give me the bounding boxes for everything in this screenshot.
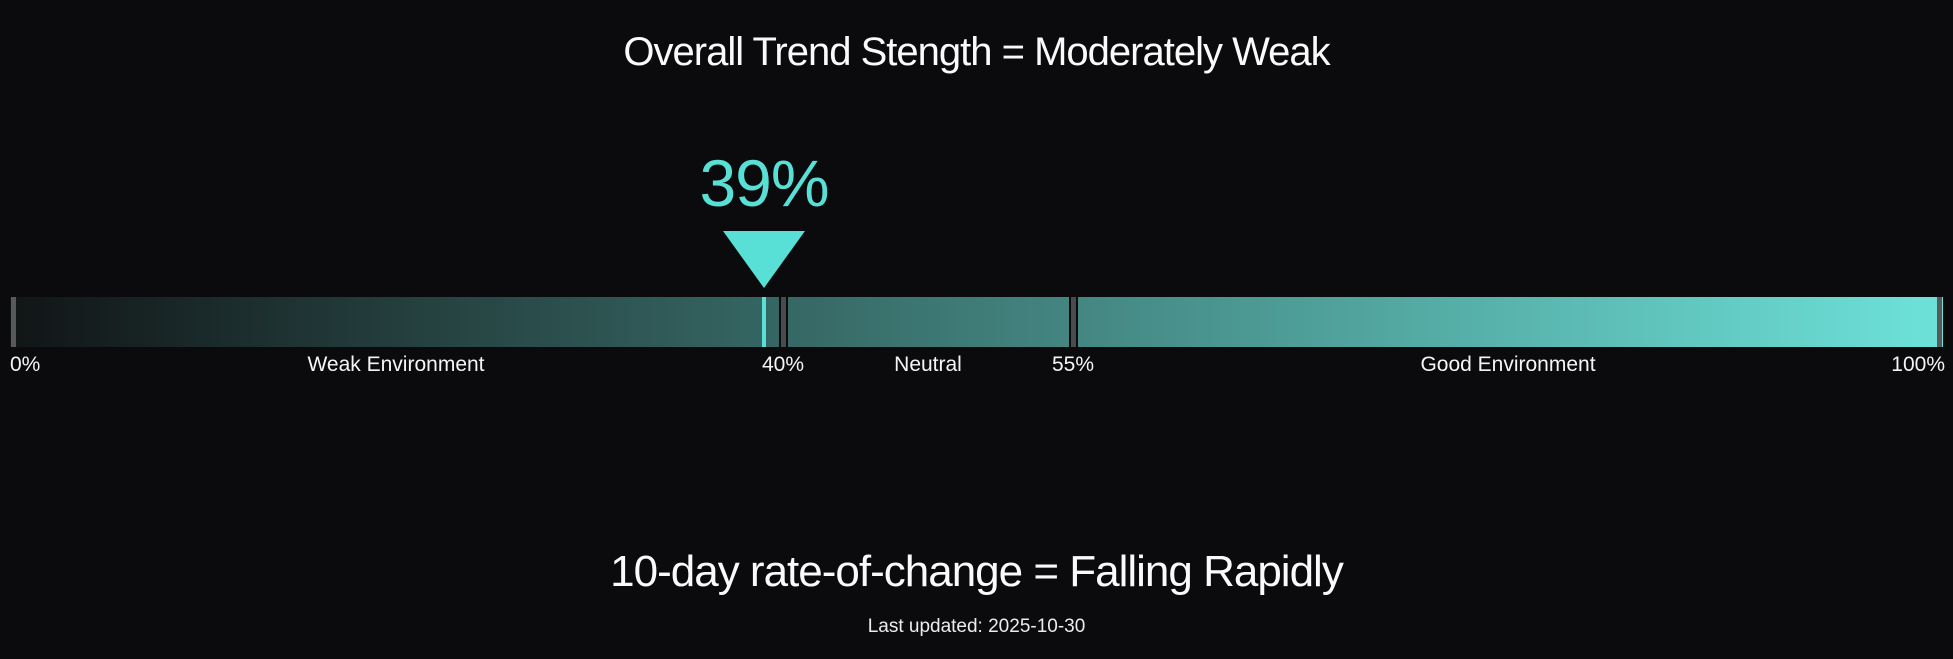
down-triangle-pointer-icon — [723, 231, 805, 288]
bar-end-tick — [1937, 297, 1942, 347]
gauge-bar — [10, 297, 1943, 347]
axis-label-40pct: 40% — [761, 353, 805, 376]
rate-of-change-heading: 10-day rate-of-change = Falling Rapidly — [610, 547, 1344, 596]
axis-label-0pct: 0% — [10, 353, 41, 376]
threshold-tick-40 — [779, 297, 789, 347]
last-updated-text: Last updated: 2025-10-30 — [867, 616, 1086, 637]
axis-label-neutral: Neutral — [894, 353, 962, 376]
axis-label-weak-environment: Weak Environment — [307, 353, 485, 376]
bar-start-tick — [11, 297, 16, 347]
axis-label-100pct: 100% — [1891, 353, 1945, 376]
threshold-tick-55 — [1069, 297, 1079, 347]
gauge-current-value: 39% — [699, 146, 829, 220]
page-title: Overall Trend Stength = Moderately Weak — [623, 30, 1330, 74]
axis-label-55pct: 55% — [1051, 353, 1095, 376]
current-value-marker — [761, 297, 766, 347]
axis-label-good-environment: Good Environment — [1420, 353, 1596, 376]
